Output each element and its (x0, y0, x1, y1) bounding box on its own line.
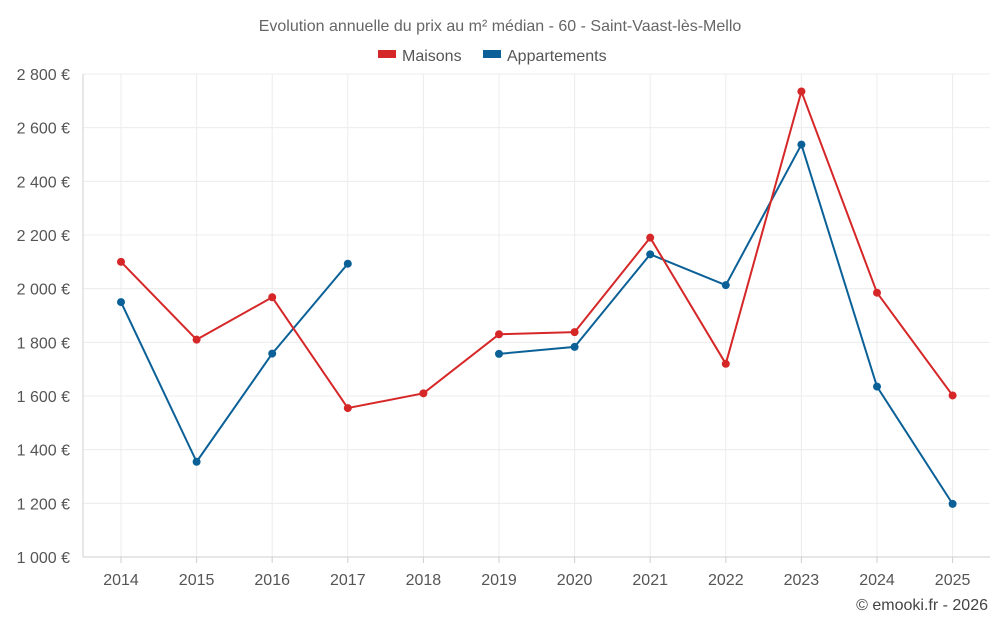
y-tick-label: 2 600 € (17, 121, 70, 138)
y-tick-label: 2 200 € (17, 228, 70, 245)
data-point-maisons[interactable] (873, 288, 881, 297)
credit-text: © emooki.fr - 2026 (856, 597, 988, 614)
legend-label: Maisons (402, 48, 462, 65)
data-point-maisons[interactable] (570, 328, 579, 337)
data-point-maisons[interactable] (268, 293, 277, 302)
y-tick-label: 1 400 € (17, 443, 70, 460)
x-tick-label: 2023 (784, 572, 820, 589)
data-point-appartements[interactable] (948, 499, 957, 508)
data-point-appartements[interactable] (570, 342, 579, 351)
data-point-maisons[interactable] (192, 335, 201, 344)
data-point-maisons[interactable] (721, 359, 730, 368)
y-tick-label: 2 800 € (17, 67, 70, 84)
x-tick-label: 2024 (859, 572, 895, 589)
x-tick-label: 2022 (708, 572, 744, 589)
x-tick-label: 2017 (330, 572, 366, 589)
data-point-appartements[interactable] (343, 259, 352, 268)
data-point-maisons[interactable] (646, 233, 655, 242)
legend-swatch (483, 50, 501, 58)
legend-item-appartements[interactable]: Appartements (483, 48, 607, 65)
data-point-appartements[interactable] (192, 457, 201, 466)
y-tick-label: 1 200 € (17, 496, 70, 513)
x-tick-label: 2016 (254, 572, 290, 589)
legend-swatch (378, 50, 396, 58)
x-tick-label: 2015 (179, 572, 215, 589)
chart-title: Evolution annuelle du prix au m² médian … (259, 18, 742, 35)
series-line-maisons (120, 90, 954, 410)
data-point-maisons[interactable] (948, 391, 957, 400)
y-tick-label: 1 600 € (17, 389, 70, 406)
data-point-appartements[interactable] (117, 298, 125, 307)
data-point-maisons[interactable] (495, 330, 503, 339)
y-tick-label: 2 000 € (17, 282, 70, 299)
x-tick-label: 2019 (481, 572, 517, 589)
legend[interactable]: Maisons Appartements (378, 48, 607, 65)
data-point-appartements[interactable] (268, 349, 277, 358)
x-tick-label: 2014 (103, 572, 139, 589)
data-point-maisons[interactable] (797, 87, 806, 96)
x-tick-label: 2025 (935, 572, 971, 589)
series-line-appartements (120, 263, 349, 463)
legend-item-maisons[interactable]: Maisons (378, 48, 462, 65)
data-point-appartements[interactable] (646, 250, 655, 259)
legend-label: Appartements (507, 48, 607, 65)
x-tick-label: 2020 (557, 572, 593, 589)
data-point-appartements[interactable] (873, 382, 881, 391)
x-tick-label: 2021 (632, 572, 668, 589)
data-point-appartements[interactable] (797, 140, 806, 149)
series (117, 87, 957, 508)
data-point-appartements[interactable] (495, 349, 503, 358)
y-tick-label: 1 000 € (17, 550, 70, 567)
grid (83, 73, 990, 557)
data-point-maisons[interactable] (419, 389, 428, 398)
y-tick-label: 1 800 € (17, 335, 70, 352)
axes: 1 000 € 1 200 € 1 400 € 1 600 € 1 800 € 2 000… (17, 67, 990, 589)
y-tick-label: 2 400 € (17, 174, 70, 191)
data-point-maisons[interactable] (343, 404, 352, 413)
data-point-maisons[interactable] (117, 257, 125, 266)
x-tick-label: 2018 (406, 572, 442, 589)
data-point-appartements[interactable] (721, 281, 730, 290)
